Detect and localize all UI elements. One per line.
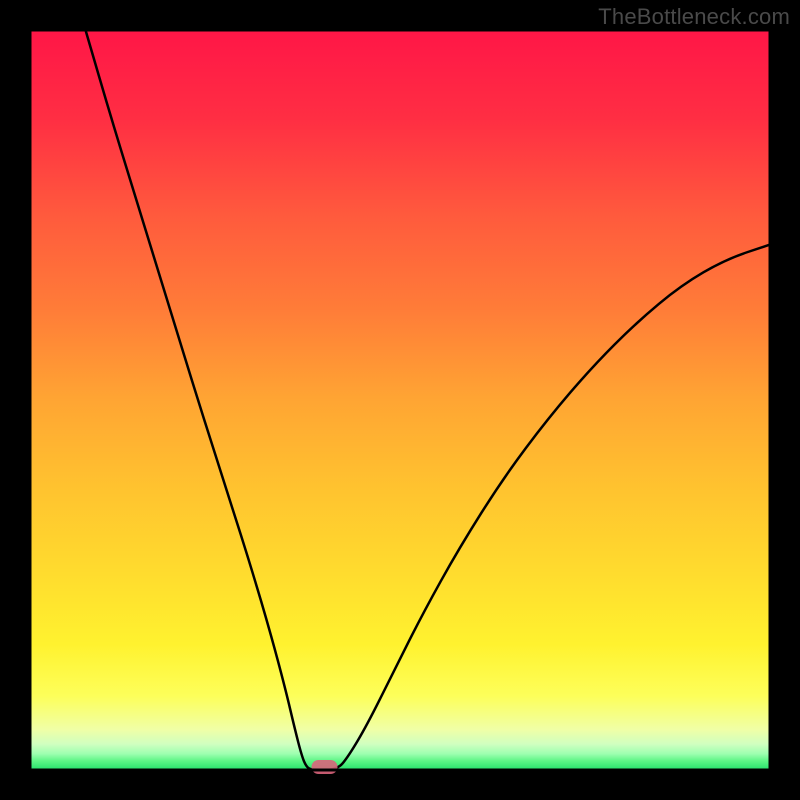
bottleneck-chart-svg: [0, 0, 800, 800]
watermark-text: TheBottleneck.com: [598, 4, 790, 30]
chart-container: { "watermark": { "text": "TheBottleneck.…: [0, 0, 800, 800]
optimal-point-marker: [312, 760, 338, 774]
